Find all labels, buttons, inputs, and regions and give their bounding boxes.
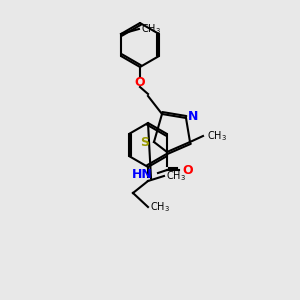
Text: CH$_3$: CH$_3$ — [166, 169, 186, 183]
Text: S: S — [140, 136, 149, 148]
Text: O: O — [182, 164, 193, 176]
Text: CH$_3$: CH$_3$ — [141, 22, 161, 36]
Text: HN: HN — [132, 169, 153, 182]
Text: CH$_3$: CH$_3$ — [150, 200, 170, 214]
Text: N: N — [188, 110, 198, 122]
Text: CH$_3$: CH$_3$ — [207, 129, 227, 143]
Text: O: O — [135, 76, 145, 88]
